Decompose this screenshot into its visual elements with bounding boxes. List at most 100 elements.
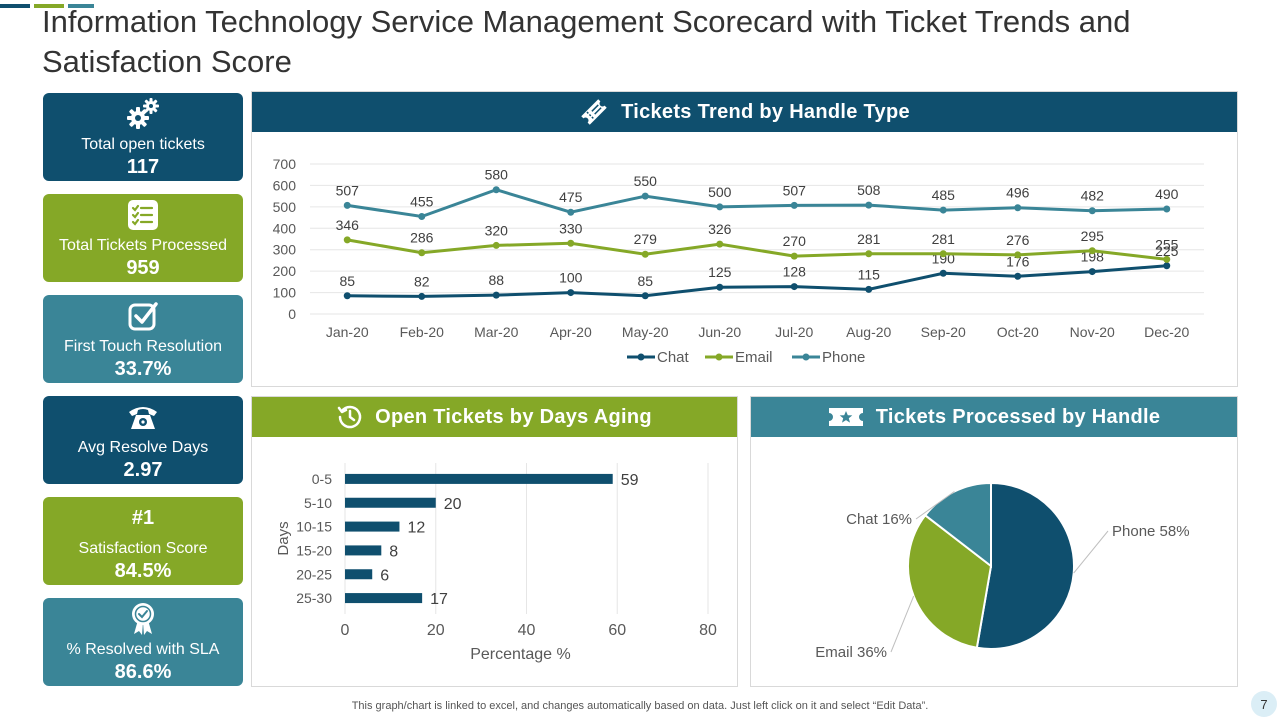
data-point-chat — [343, 292, 351, 300]
data-point-email — [939, 250, 947, 258]
pie-slice — [975, 481, 1075, 650]
data-label: 496 — [1006, 185, 1030, 201]
handle-panel: Tickets Processed by Handle Phone 58% Ema… — [750, 396, 1238, 687]
data-point-email — [1014, 251, 1022, 259]
aging-panel-header: Open Tickets by Days Aging — [252, 397, 737, 437]
kpi-card-first-touch: First Touch Resolution 33.7% — [43, 295, 243, 383]
satisfaction-rank: #1 — [43, 501, 243, 535]
data-label: 281 — [857, 231, 881, 247]
telephone-icon — [43, 400, 243, 434]
data-label: 286 — [410, 230, 434, 246]
accent-bar-dark — [0, 4, 30, 8]
data-point-phone — [492, 186, 500, 194]
data-label: 125 — [708, 264, 732, 280]
data-label: 85 — [339, 273, 355, 289]
kpi-value: 86.6% — [114, 661, 172, 683]
legend-marker — [637, 353, 645, 361]
legend-label: Email — [735, 349, 773, 366]
y-tick-label: 0-5 — [312, 471, 332, 487]
data-label: 500 — [708, 184, 732, 200]
data-point-phone — [343, 201, 351, 209]
x-tick-label: Jun-20 — [698, 324, 741, 340]
leader-line — [915, 491, 955, 520]
data-point-chat — [567, 289, 575, 297]
checkbox-icon — [43, 299, 243, 333]
y-tick-label: 20-25 — [296, 566, 332, 582]
kpi-value: 959 — [126, 257, 160, 279]
data-point-phone — [567, 208, 575, 216]
page-number: 7 — [1251, 691, 1277, 717]
clock-history-icon — [337, 405, 362, 429]
data-point-email — [492, 241, 500, 249]
days-aging-bar-chart: 0 20 40 60 80 0-5 59 5-10 20 10-15 12 15-20 8 20-25 6 2… — [275, 463, 717, 663]
data-point-chat — [418, 292, 426, 300]
data-label: 88 — [488, 272, 504, 288]
x-tick-label: Sep-20 — [921, 324, 966, 340]
kpi-card-resolved-sla: % Resolved with SLA 86.6% — [43, 598, 243, 686]
gears-icon — [43, 97, 243, 131]
data-label: 59 — [621, 472, 639, 489]
data-point-email — [641, 250, 649, 258]
data-label: 115 — [858, 266, 881, 282]
y-tick-label: 300 — [273, 242, 297, 258]
kpi-label: % Resolved with SLA — [66, 641, 220, 658]
page-title: Information Technology Service Managemen… — [42, 4, 1131, 79]
legend-label: Phone — [822, 349, 865, 366]
ticket-icon — [581, 99, 607, 125]
kpi-value: 2.97 — [123, 459, 163, 481]
checklist-icon — [43, 198, 243, 232]
data-point-phone — [418, 213, 426, 220]
x-tick-label: Feb-20 — [400, 324, 445, 340]
x-tick-label: Jul-20 — [775, 324, 813, 340]
data-label: 128 — [783, 264, 807, 280]
data-label: 326 — [708, 221, 732, 237]
data-label: 475 — [559, 189, 583, 205]
data-point-chat — [1163, 262, 1171, 270]
data-label: 279 — [634, 231, 658, 247]
aging-panel: Open Tickets by Days Aging 0 20 40 60 80 0-5 5… — [251, 396, 738, 687]
award-ribbon-icon — [43, 602, 243, 636]
ticket-star-icon — [828, 408, 863, 426]
legend-label: Chat — [657, 349, 690, 366]
accent-bar-green — [34, 4, 64, 8]
x-tick-label: Dec-20 — [1144, 324, 1189, 340]
data-point-phone — [716, 203, 724, 211]
data-point-email — [1088, 247, 1096, 255]
x-tick-label: Nov-20 — [1070, 324, 1115, 340]
data-point-chat — [1088, 268, 1096, 276]
y-tick-label: 500 — [273, 199, 297, 215]
bar — [345, 569, 373, 580]
data-point-phone — [1163, 205, 1171, 213]
kpi-card-tickets-processed: Total Tickets Processed 959 — [43, 194, 243, 282]
data-point-phone — [865, 201, 873, 209]
data-point-chat — [716, 283, 724, 291]
bar — [345, 545, 382, 556]
legend-marker — [715, 353, 723, 361]
data-label: 100 — [559, 270, 583, 286]
y-tick-label: 100 — [273, 285, 297, 301]
data-label: 485 — [932, 187, 956, 203]
y-tick-label: 0 — [288, 306, 296, 322]
x-tick-label: 0 — [341, 622, 350, 639]
data-label: 270 — [783, 233, 807, 249]
handle-panel-title: Tickets Processed by Handle — [875, 405, 1161, 428]
pie-label: Email 36% — [815, 644, 887, 661]
accent-bar-teal — [68, 4, 94, 8]
data-label: 225 — [1155, 243, 1179, 259]
handle-pie-chart: Phone 58% Email 36% Chat 16% — [815, 481, 1190, 661]
data-point-email — [343, 236, 351, 244]
bar — [345, 497, 436, 508]
data-point-chat — [939, 269, 947, 277]
x-tick-label: Jan-20 — [326, 324, 369, 340]
bar — [345, 593, 423, 604]
data-label: 580 — [485, 167, 509, 183]
data-label: 85 — [637, 273, 653, 289]
data-label: 82 — [414, 273, 430, 289]
series-line-chat — [347, 264, 1167, 298]
data-label: 8 — [389, 543, 398, 560]
kpi-card-avg-resolve: Avg Resolve Days 2.97 — [43, 396, 243, 484]
kpi-label: First Touch Resolution — [64, 338, 222, 355]
data-point-phone — [1014, 204, 1022, 212]
data-point-phone — [790, 201, 798, 209]
data-point-email — [567, 239, 575, 247]
